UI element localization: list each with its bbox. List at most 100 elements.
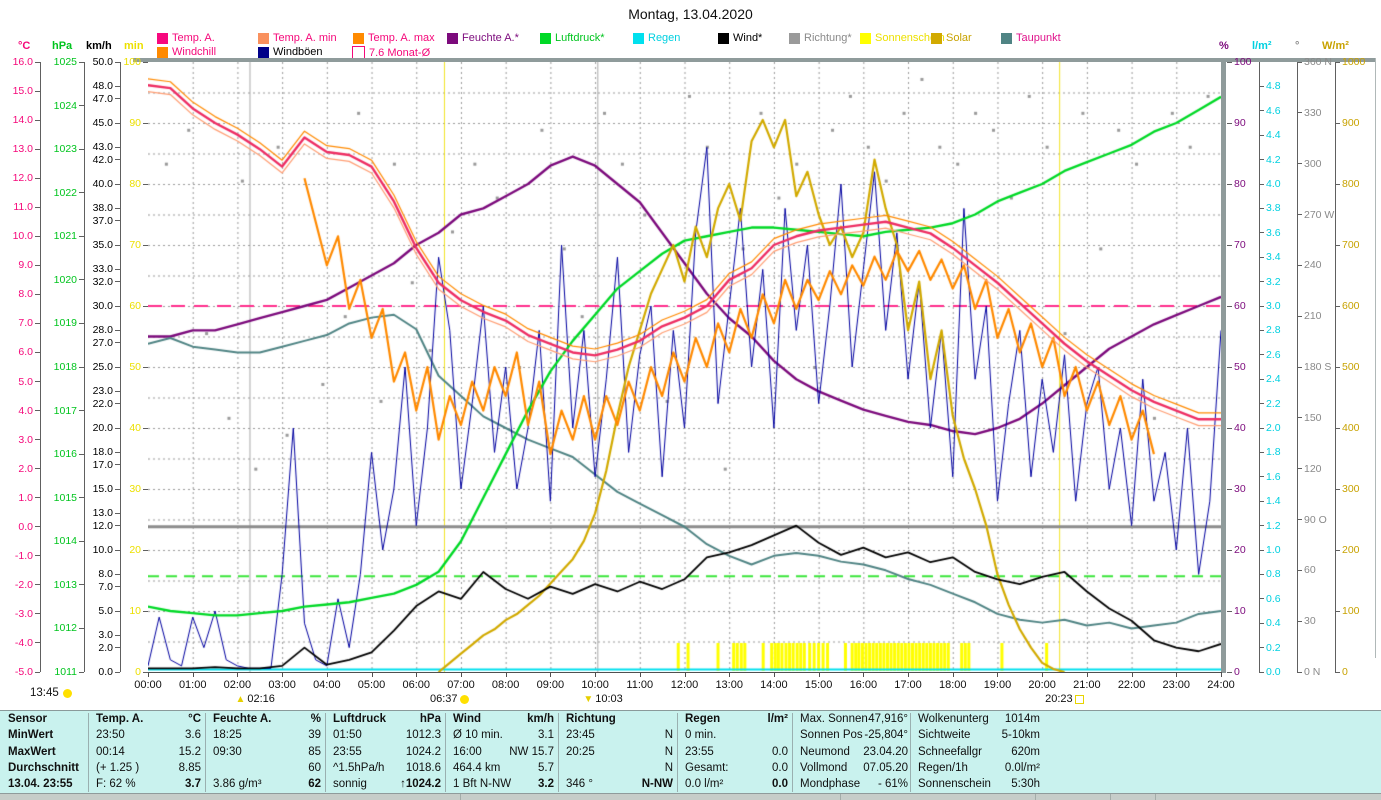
event-marker-sunrise: 06:37 xyxy=(430,693,469,705)
x-axis-tick xyxy=(863,672,865,677)
axis-tick-label: 13.0 xyxy=(12,143,33,156)
table-cell: MinWert xyxy=(8,729,88,741)
axis-tick xyxy=(1259,354,1264,356)
axis-tick-label: 4.0 xyxy=(1266,178,1281,190)
x-axis-label: 21:00 xyxy=(1073,679,1101,691)
legend-item-regen[interactable]: Regen xyxy=(633,32,680,44)
status-bar[interactable] xyxy=(0,793,1381,800)
axis-tick xyxy=(35,671,40,673)
legend-item-luftdruck-[interactable]: Luftdruck* xyxy=(540,32,605,44)
axis-tick xyxy=(115,512,120,514)
legend-item-temp-a-min[interactable]: Temp. A. min xyxy=(258,32,337,44)
x-axis-label: 12:00 xyxy=(670,679,699,691)
table-cell: 346 ° N-NW xyxy=(566,778,673,790)
axis-tick-label: 8.0 xyxy=(18,288,33,301)
x-axis-tick xyxy=(818,672,820,677)
axis-tick xyxy=(1297,468,1302,470)
axis-line-c xyxy=(40,62,41,672)
legend-item-7-6-monat-[interactable]: 7.6 Monat-Ø xyxy=(352,46,430,59)
table-cell-label: Temp. A. xyxy=(96,713,144,725)
x-axis-label: 18:00 xyxy=(938,679,967,691)
table-cell-label: Sichtweite xyxy=(918,729,971,742)
axis-tick-label: 270 W xyxy=(1304,208,1335,221)
x-axis-tick xyxy=(952,672,954,677)
axis-tick xyxy=(1227,244,1232,246)
table-cell-label: MinWert xyxy=(8,729,54,742)
legend-swatch-icon xyxy=(540,32,551,44)
event-time: 06:37 xyxy=(429,693,458,705)
axis-tick-label: 200 xyxy=(1342,544,1360,556)
axis-tick xyxy=(115,390,120,392)
axis-tick-label: 80 xyxy=(129,178,141,190)
table-cell: 20:25 N xyxy=(566,746,673,758)
legend-label: Taupunkt xyxy=(1016,32,1061,44)
axis-tick xyxy=(1297,112,1302,114)
axis-tick xyxy=(79,497,84,499)
table-cell-label: 09:30 xyxy=(213,745,242,758)
x-axis-tick xyxy=(237,672,239,677)
axis-tick xyxy=(35,613,40,615)
table-cell-label: (+ 1.25 ) xyxy=(96,761,140,774)
axis-tick-label: 7.0 xyxy=(18,317,33,330)
axis-tick xyxy=(1259,476,1264,478)
axis-tick xyxy=(115,366,120,368)
axis-tick-label: 1011 xyxy=(54,666,77,678)
legend-item-sonnenschein[interactable]: Sonnenschein xyxy=(860,32,945,44)
legend-item-windchill[interactable]: Windchill xyxy=(157,46,216,58)
axis-tick-label: 2.6 xyxy=(1266,348,1281,361)
axis-tick xyxy=(1227,61,1232,63)
legend-swatch-icon xyxy=(718,32,729,44)
axis-tick xyxy=(1259,598,1264,600)
table-cell: 0.0 l/m² 0.0 xyxy=(685,778,788,790)
axis-tick-label: 3.2 xyxy=(1266,275,1281,288)
weather-chart-canvas[interactable] xyxy=(148,62,1221,672)
axis-tick-label: 4.6 xyxy=(1266,104,1281,117)
table-cell-value: N-NW xyxy=(641,778,673,791)
legend-item-taupunkt[interactable]: Taupunkt xyxy=(1001,32,1061,44)
table-column-divider xyxy=(325,713,326,792)
axis-tick-label: 700 xyxy=(1342,239,1360,251)
table-cell-label: 23:55 xyxy=(333,745,362,758)
table-cell-value: ↑1024.2 xyxy=(400,778,441,791)
axis-tick-label: 10 xyxy=(129,605,141,617)
legend-item-wind-[interactable]: Wind* xyxy=(718,32,762,44)
legend-item-richtung-[interactable]: Richtung* xyxy=(789,32,852,44)
legend-label: 7.6 Monat-Ø xyxy=(369,46,431,59)
x-axis-label: 13:00 xyxy=(715,679,743,691)
legend-label: Richtung* xyxy=(804,32,852,44)
table-cell-value: °C xyxy=(188,713,201,725)
legend-item-solar[interactable]: Solar xyxy=(931,32,972,44)
table-cell: 60 xyxy=(213,762,321,774)
axis-tick xyxy=(1335,61,1340,63)
table-cell: 464.4 km 5.7 xyxy=(453,762,554,774)
axis-tick-label: 4.2 xyxy=(1266,153,1281,166)
legend-item-feuchte-a-[interactable]: Feuchte A.* xyxy=(447,32,519,44)
event-time: 02:16 xyxy=(247,693,275,705)
legend-swatch-icon xyxy=(157,46,168,58)
x-axis-tick xyxy=(505,672,507,677)
table-cell: Temp. A. °C xyxy=(96,713,201,725)
axis-tick-label: 30 xyxy=(1234,483,1246,495)
table-cell-label: Regen/1h xyxy=(918,761,968,774)
event-marker-sunset: 20:23 xyxy=(1045,693,1084,705)
legend-item-temp-a-[interactable]: Temp. A. xyxy=(157,32,215,44)
axis-tick-label: -5.0 xyxy=(14,666,33,678)
table-cell-value: 0.0 xyxy=(772,745,788,758)
axis-tick xyxy=(115,305,120,307)
axis-tick-label: 50 xyxy=(1234,361,1246,373)
axis-tick xyxy=(143,122,148,124)
table-cell-label: 01:50 xyxy=(333,729,362,742)
axis-tick xyxy=(1297,61,1302,63)
x-axis-label: 17:00 xyxy=(894,679,922,691)
x-axis-tick xyxy=(282,672,284,677)
axis-tick-label: 2.8 xyxy=(1266,324,1281,337)
axis-tick-label: 40 xyxy=(1234,422,1246,434)
table-cell-value: N xyxy=(664,729,673,742)
axis-tick-label: 50 xyxy=(129,361,141,373)
axis-tick xyxy=(115,586,120,588)
legend-item-temp-a-max[interactable]: Temp. A. max xyxy=(353,32,435,44)
x-axis-label: 16:00 xyxy=(849,679,878,691)
table-cell-value: 5-10km xyxy=(1001,729,1040,742)
legend-item-windb-en[interactable]: Windböen xyxy=(258,46,323,58)
sun-icon xyxy=(62,688,72,698)
